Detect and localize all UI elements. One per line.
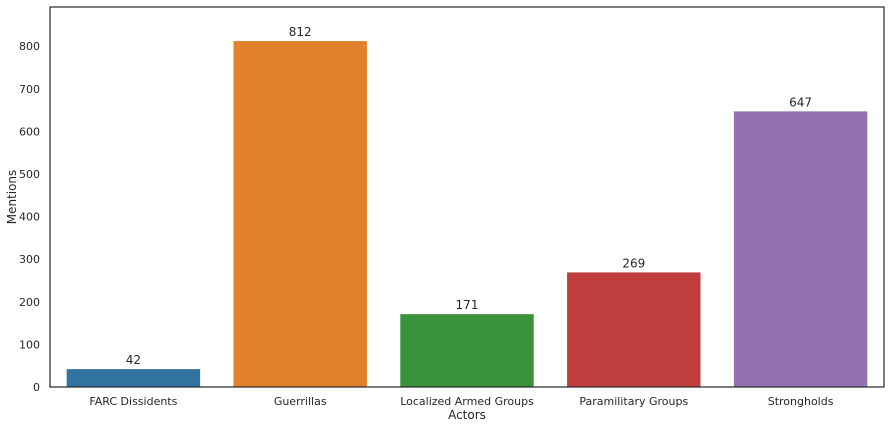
bar-guerrillas [233, 41, 367, 387]
y-tick-label: 700 [19, 83, 40, 96]
x-tick-label: Paramilitary Groups [579, 395, 688, 408]
x-tick-label: Localized Armed Groups [400, 395, 534, 408]
y-axis-title: Mentions [5, 170, 19, 225]
x-tick-label: FARC Dissidents [89, 395, 177, 408]
bar-localized-armed-groups [400, 314, 534, 387]
bar-paramilitary-groups [567, 272, 701, 387]
data-label: 269 [622, 256, 645, 270]
data-label: 171 [456, 298, 479, 312]
y-tick-label: 500 [19, 168, 40, 181]
y-tick-label: 100 [19, 338, 40, 351]
bar-farc-dissidents [66, 369, 201, 387]
y-tick-label: 200 [19, 296, 40, 309]
y-tick-label: 0 [33, 381, 40, 394]
data-label: 812 [289, 25, 312, 39]
x-axis-title: Actors [448, 408, 486, 422]
x-axis-ticks: FARC Dissidents Guerrillas Localized Armed… [89, 395, 833, 408]
data-label: 647 [789, 95, 812, 109]
plot-frame [49, 6, 885, 388]
bar-strongholds [733, 111, 868, 388]
y-axis-ticks: 0 100 200 300 400 500 600 700 800 [19, 40, 40, 394]
x-tick-label: Guerrillas [274, 395, 327, 408]
x-tick-label: Strongholds [768, 395, 834, 408]
data-label: 42 [126, 353, 141, 367]
y-tick-label: 300 [19, 253, 40, 266]
bars-layer [66, 41, 868, 388]
y-tick-label: 800 [19, 40, 40, 53]
y-tick-label: 600 [19, 125, 40, 138]
value-labels-layer: 42 812 171 269 647 [126, 25, 812, 367]
y-tick-label: 400 [19, 211, 40, 224]
